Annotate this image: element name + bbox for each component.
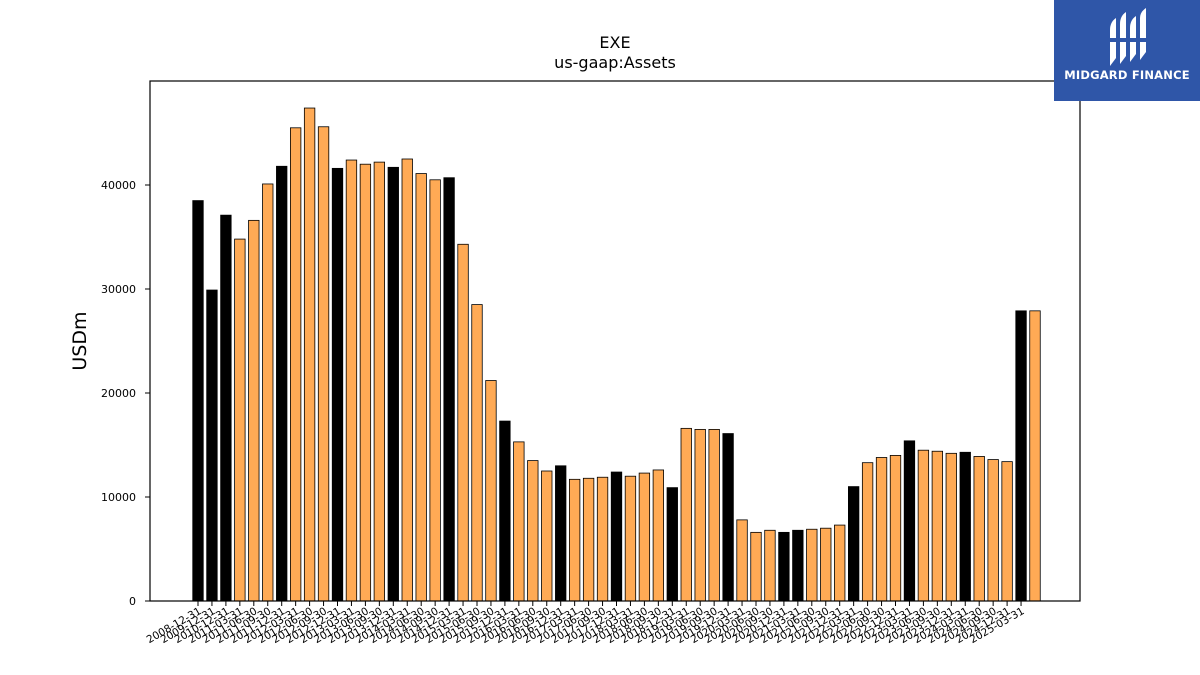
bar [610, 471, 623, 602]
bar [848, 486, 860, 602]
bar [834, 524, 846, 602]
bar [652, 469, 664, 602]
y-axis-label: USDm [69, 311, 91, 370]
bar [722, 433, 734, 602]
chart-title: EXE [599, 33, 630, 52]
bar [569, 478, 581, 602]
bar [973, 456, 985, 602]
bar [541, 470, 553, 602]
bar [959, 451, 971, 602]
y-tick-label: 30000 [101, 283, 136, 296]
y-tick-label: 40000 [101, 179, 136, 192]
bar [359, 163, 372, 602]
y-tick-label: 20000 [101, 387, 136, 400]
bar [903, 440, 916, 602]
bar [471, 304, 483, 602]
bar [262, 183, 274, 602]
bar [806, 528, 818, 602]
bar [206, 289, 218, 602]
brand-name: MIDGARD FINANCE [1064, 68, 1190, 82]
y-axis: 0 10000 20000 30000 40000 [101, 179, 150, 608]
bar [317, 126, 330, 602]
bar [889, 454, 902, 602]
bar [555, 465, 567, 602]
x-axis: 2008-12-312009-12-312010-12-312011-03-31… [145, 601, 1027, 646]
bar [401, 158, 413, 602]
bar [638, 472, 651, 602]
bar [708, 428, 720, 602]
bar [192, 200, 204, 602]
bar [624, 475, 637, 602]
bar [415, 173, 427, 602]
bar [331, 167, 344, 602]
bar [680, 427, 692, 602]
bar [750, 531, 762, 602]
chart-subtitle: us-gaap:Assets [554, 53, 676, 72]
bar [276, 165, 288, 602]
bar [513, 441, 525, 602]
bar [373, 161, 386, 602]
bar [792, 529, 804, 602]
bar [875, 457, 888, 602]
midgard-logo-icon [1108, 8, 1148, 66]
bar [764, 529, 776, 602]
bar [248, 219, 260, 602]
plot-frame [149, 80, 1081, 602]
bar [499, 420, 511, 602]
brand-logo: MIDGARD FINANCE [1054, 0, 1200, 101]
bar [289, 127, 302, 602]
bar [582, 477, 595, 602]
bar [457, 243, 469, 602]
bar [778, 531, 790, 602]
bar [736, 519, 748, 602]
bar [220, 214, 232, 602]
bar [1001, 461, 1013, 602]
bar [387, 166, 399, 602]
bars-group [192, 107, 1041, 602]
bar [485, 380, 497, 602]
y-tick-label: 10000 [101, 491, 136, 504]
bar [596, 476, 609, 602]
bar [931, 450, 943, 602]
bar [345, 159, 358, 602]
bar [861, 462, 874, 602]
bar [1015, 310, 1027, 602]
bar [429, 179, 441, 602]
bar [945, 452, 957, 602]
bar [917, 449, 930, 602]
bar [1029, 310, 1041, 602]
y-tick-label: 0 [129, 595, 136, 608]
bar [820, 527, 832, 602]
bar [987, 459, 999, 602]
bar [443, 177, 455, 602]
bar [694, 428, 706, 602]
bar [666, 487, 678, 602]
bar [303, 107, 316, 602]
bar [527, 460, 539, 602]
bar [234, 238, 246, 602]
